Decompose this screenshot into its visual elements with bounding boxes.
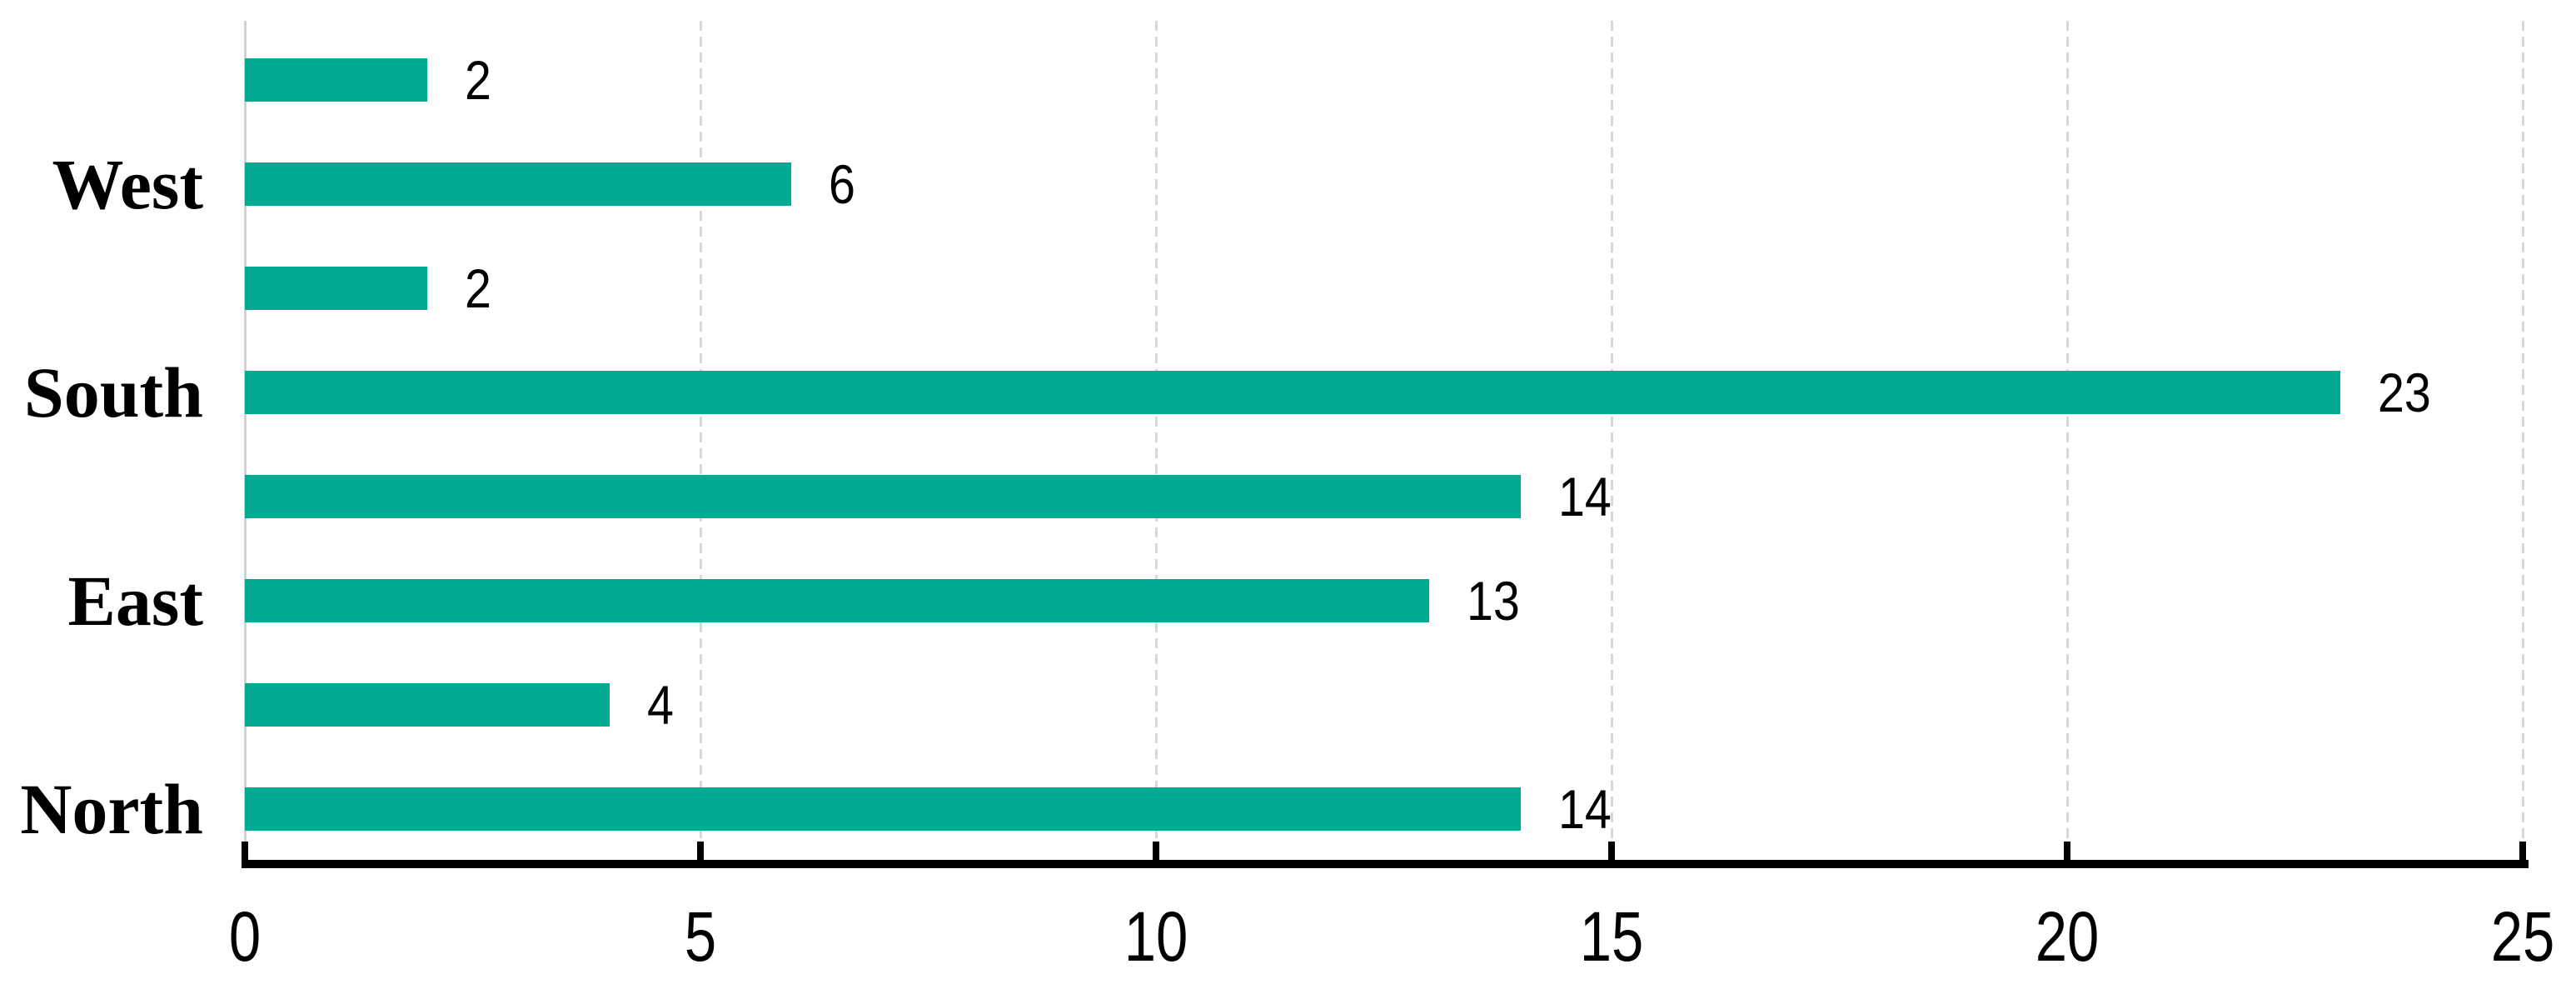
category-label-east: East [67,561,203,641]
bar-west-2 [245,58,427,102]
x-tick-label: 25 [2490,897,2555,976]
category-label-west: West [52,144,203,224]
x-tick-label: 20 [2035,897,2100,976]
bar-north-4 [245,683,610,727]
bar-south-23 [245,371,2341,414]
x-gridline [2521,21,2524,860]
bar-south-2 [245,267,427,310]
bar-value-text: 14 [1557,466,1612,527]
bar-value-label: 14 [1558,778,1619,840]
x-gridline [2065,21,2069,860]
bar-value-label: 14 [1558,466,1619,527]
bar-value-text: 6 [829,153,856,215]
zero-gridline [243,21,247,860]
bar-value-label: 4 [647,674,678,736]
bar-north-14 [245,787,1521,831]
x-tick [1153,842,1159,868]
bar-value-text: 2 [464,49,491,111]
x-tick-label: 15 [1579,897,1644,976]
bar-value-label: 6 [829,153,859,215]
x-tick [697,842,704,868]
x-tick-label: 5 [684,897,717,976]
x-tick-label: 0 [228,897,262,976]
x-tick-label: 10 [1124,897,1188,976]
x-gridline [1154,21,1158,860]
x-tick [1608,842,1615,868]
x-gridline [1610,21,1613,860]
category-label-north: North [20,769,203,849]
bar-value-text: 13 [1467,570,1521,632]
bar-value-text: 14 [1557,778,1612,840]
bar-east-13 [245,579,1430,622]
bar-value-text: 4 [646,674,674,736]
bar-east-14 [245,475,1521,518]
x-tick [2519,842,2526,868]
bar-west-6 [245,162,792,206]
x-tick [2064,842,2070,868]
category-label-south: South [23,352,203,432]
x-tick [242,842,248,868]
x-axis-line [242,860,2529,868]
bar-value-label: 13 [1467,570,1527,632]
bar-value-label: 2 [465,257,496,319]
x-gridline [699,21,702,860]
bar-value-label: 23 [2378,362,2439,423]
bar-value-text: 23 [2378,362,2432,423]
bar-value-text: 2 [464,257,491,319]
bar-value-label: 2 [465,49,496,111]
